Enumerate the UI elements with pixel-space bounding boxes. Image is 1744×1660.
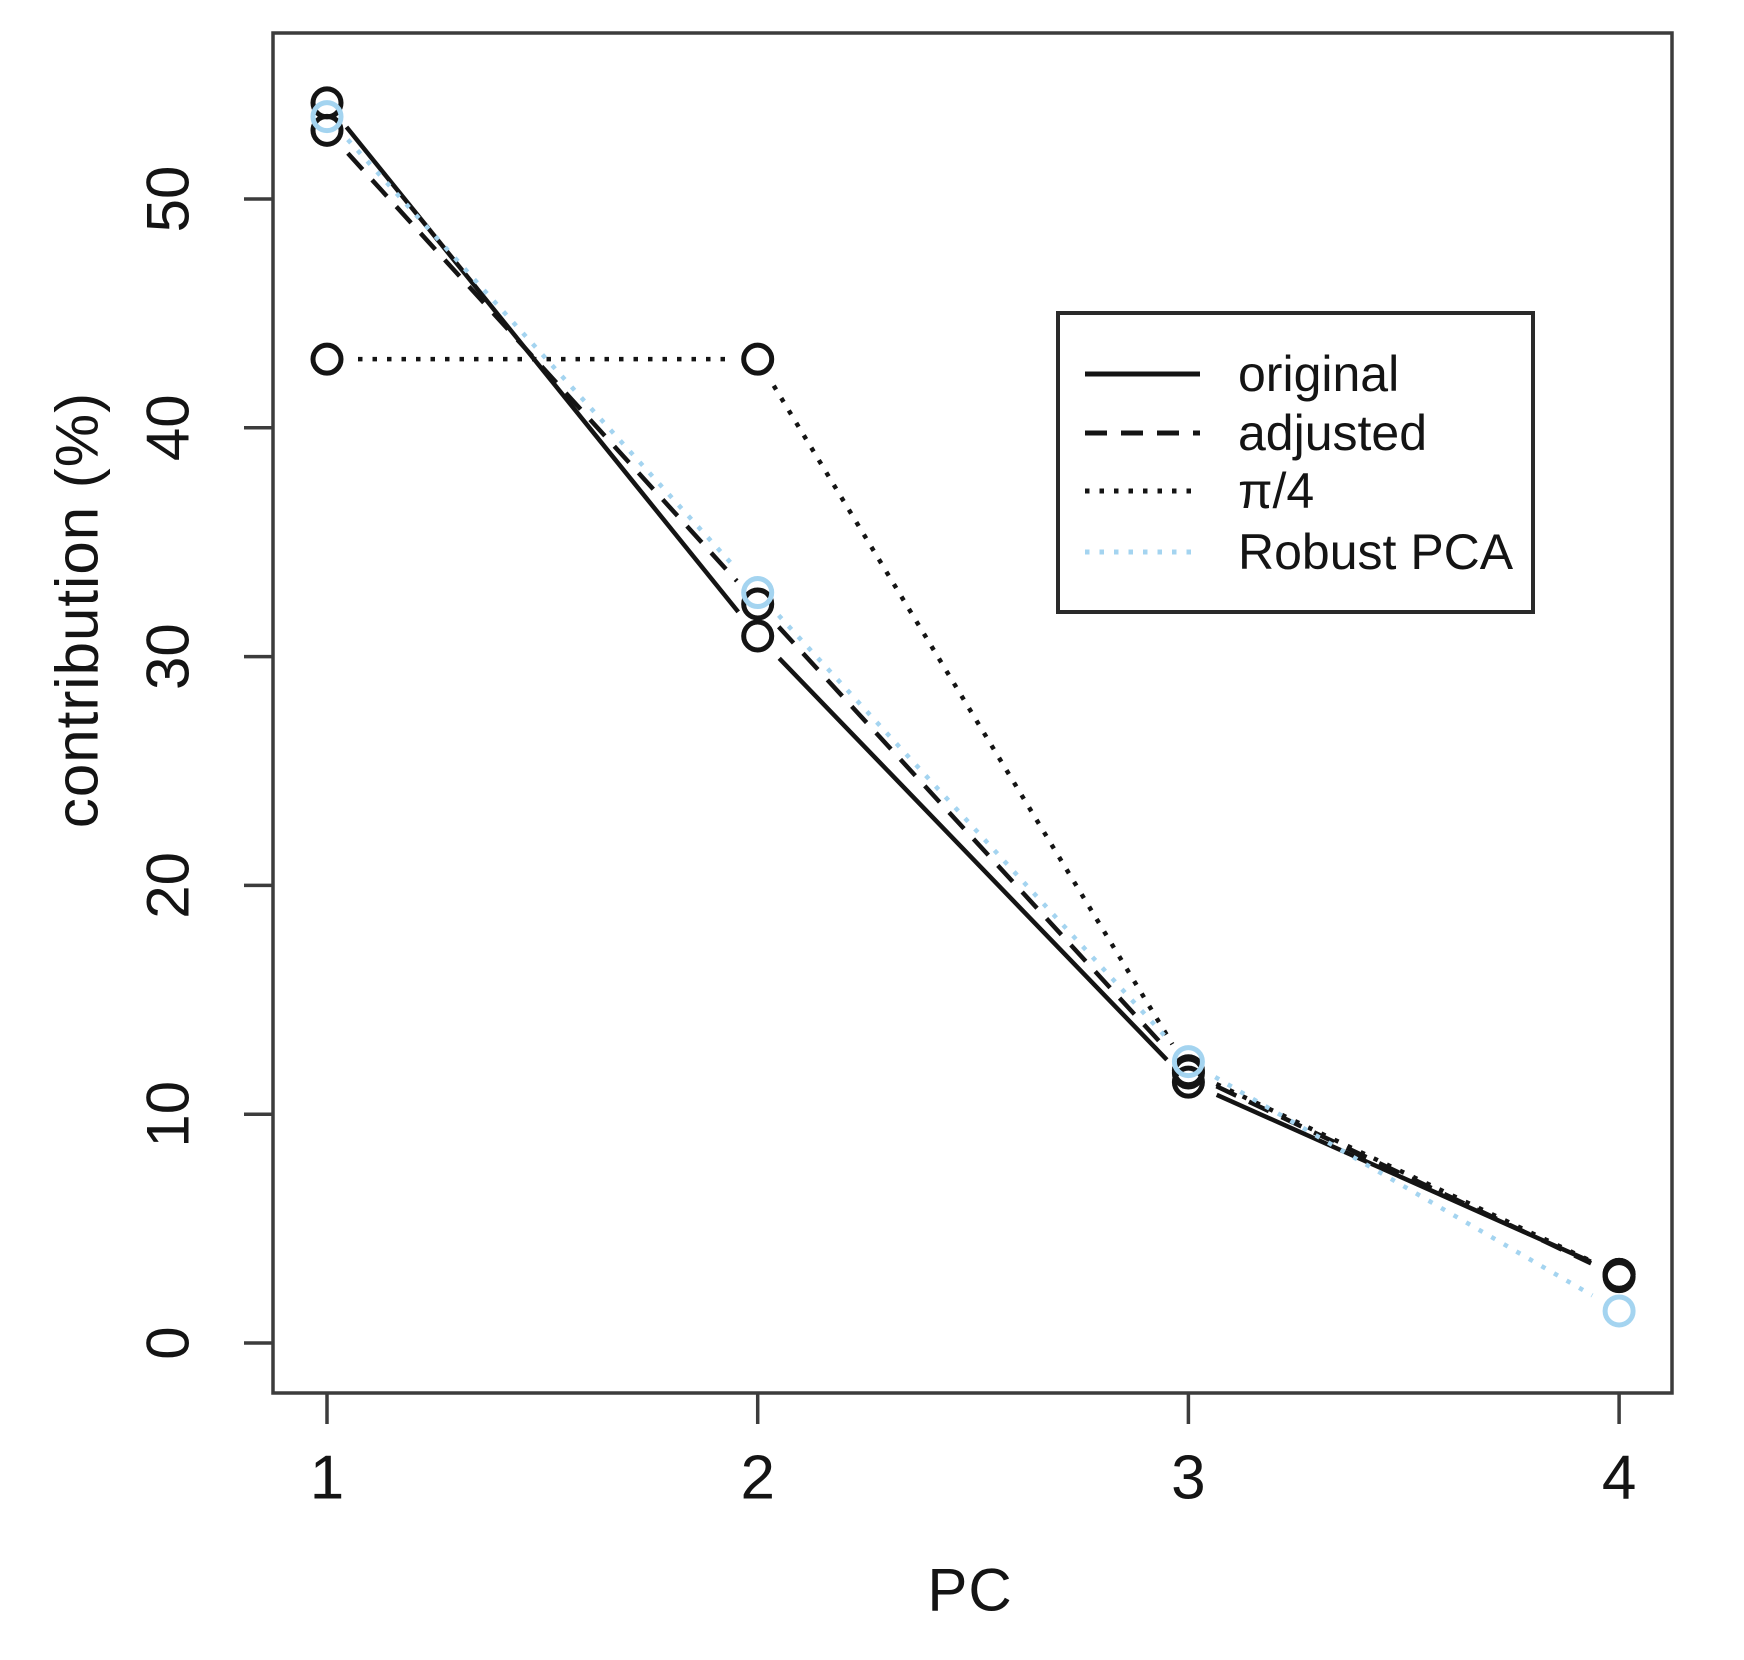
data-point-marker [741, 619, 775, 653]
y-axis-tick-label: 10 [135, 1081, 202, 1148]
series-line-segment [1214, 1075, 1594, 1298]
data-point-marker [310, 113, 344, 147]
series-line-segment [777, 613, 1170, 1041]
legend-label: Robust PCA [1238, 524, 1514, 580]
x-axis-tick-label: 3 [1171, 1444, 1205, 1513]
x-axis-tick-label: 4 [1602, 1444, 1636, 1513]
data-point-marker [1171, 1054, 1205, 1088]
series-line-segment [777, 625, 1170, 1052]
x-axis-tick-label: 2 [740, 1444, 774, 1513]
series-line-segment [346, 151, 739, 583]
series-line-segment [777, 656, 1169, 1062]
data-point-marker [1602, 1294, 1636, 1328]
data-point-marker [1602, 1257, 1636, 1291]
y-axis-tick-label: 50 [135, 166, 202, 233]
y-axis-tick-label: 0 [135, 1326, 202, 1359]
plot-border [271, 31, 1674, 1395]
data-point-marker [741, 576, 775, 610]
y-axis-title: contribution (%) [43, 391, 111, 829]
legend-box [1056, 311, 1535, 614]
data-point-marker [310, 342, 344, 376]
series-line-segment [1215, 1081, 1593, 1264]
data-point-marker [310, 100, 344, 134]
y-axis-tick-label: 20 [135, 852, 202, 919]
y-axis-tick-label: 30 [135, 623, 202, 690]
series-line-segment [1215, 1084, 1593, 1266]
series-line-segment [1215, 1092, 1592, 1264]
y-axis-tick-label: 40 [135, 394, 202, 461]
data-point-marker [741, 342, 775, 376]
legend-label: π/4 [1238, 463, 1314, 519]
legend-label: adjusted [1238, 405, 1427, 461]
x-axis-title: PC [927, 1556, 1013, 1624]
data-point-marker [741, 587, 775, 621]
series-line-segment [771, 384, 1175, 1046]
x-axis-tick-label: 1 [310, 1444, 344, 1513]
legend-label: original [1238, 346, 1399, 402]
data-point-marker [1171, 1045, 1205, 1079]
data-point-marker [1171, 1065, 1205, 1099]
